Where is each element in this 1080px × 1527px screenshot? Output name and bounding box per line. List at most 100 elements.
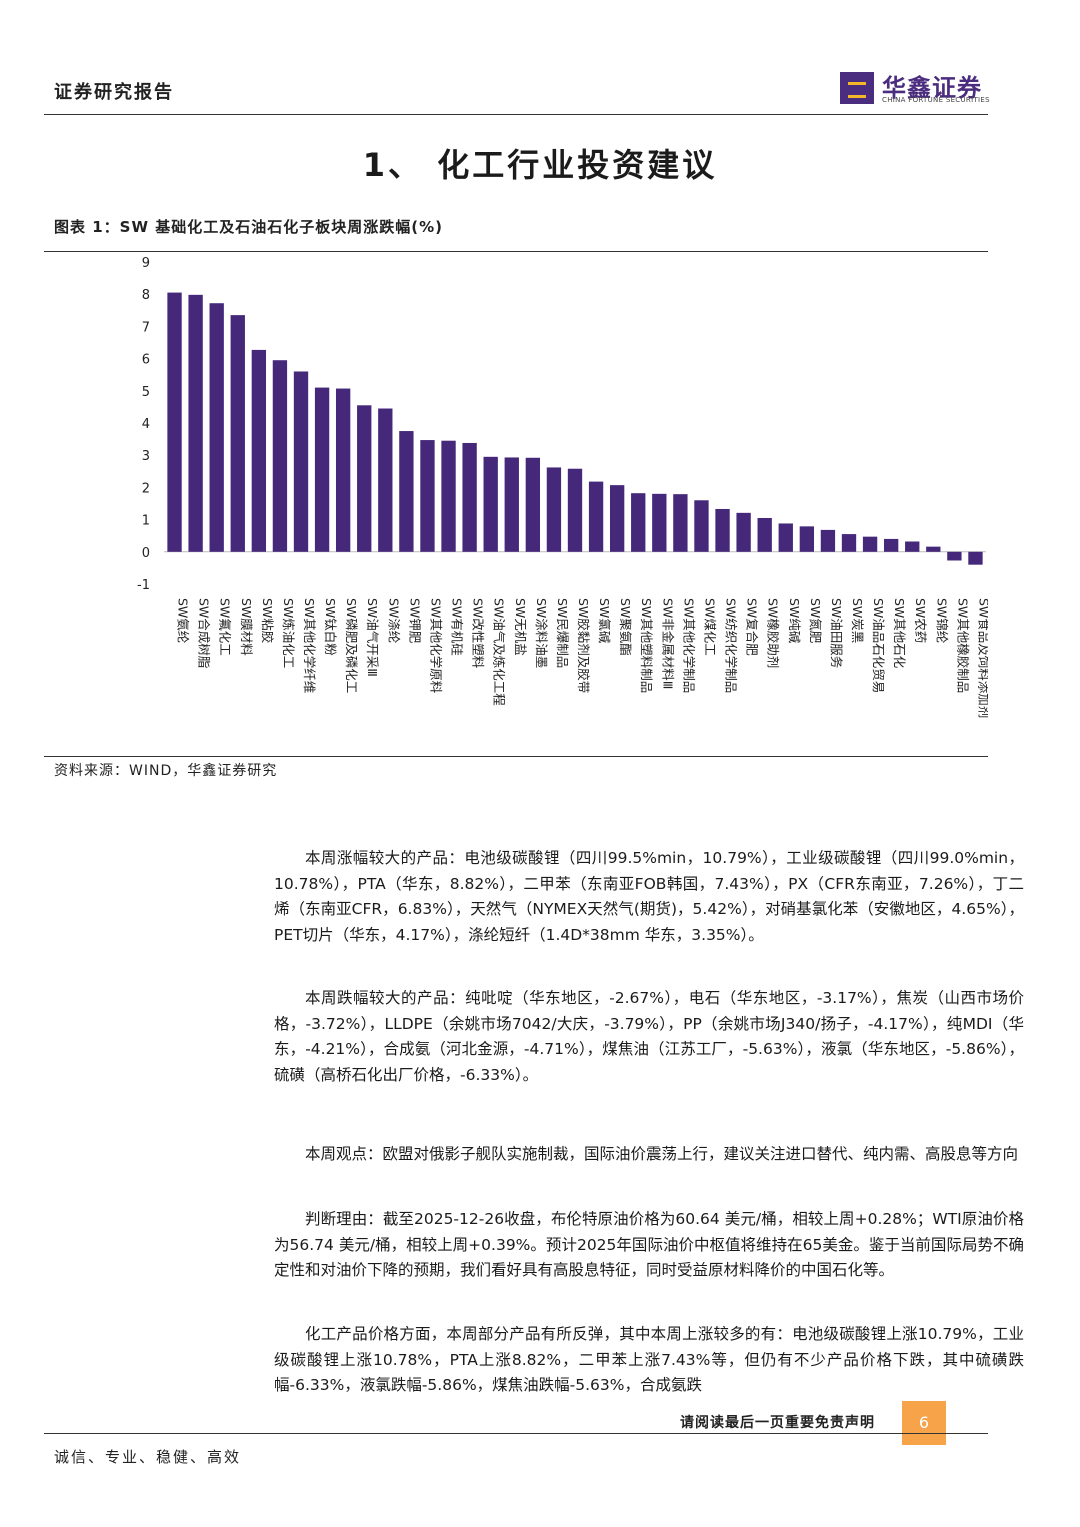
paragraph-prices: 化工产品价格方面，本周部分产品有所反弹，其中本周上涨较多的有：电池级碳酸锂上涨1… xyxy=(274,1325,1024,1394)
y-tick-label: 7 xyxy=(142,320,150,335)
x-category-label: SW其他橡胶制品 xyxy=(955,598,970,693)
footer-divider xyxy=(44,1433,988,1434)
bar-chart: -1 0 1 2 3 4 5 6 7 8 9 SW氨纶 SW合成树脂 SW氟化工 SW膜材料 SW粘胶 SW炼… xyxy=(137,256,988,718)
x-category-label: SW橡胶助剂 xyxy=(766,598,781,668)
y-tick-label: 3 xyxy=(142,449,150,464)
x-category-label: SW磷肥及磷化工 xyxy=(344,598,359,693)
x-category-label: SW聚氨酯 xyxy=(618,598,633,656)
header-section-label: 证券研究报告 xyxy=(54,82,174,103)
paragraph-losers: 本周跌幅较大的产品：纯吡啶（华东地区，-2.67%），电石（华东地区，-3.17… xyxy=(274,989,1024,1084)
x-category-label: SW其他塑料制品 xyxy=(639,598,654,693)
bar xyxy=(167,292,182,552)
y-tick-label: 6 xyxy=(142,353,150,368)
y-tick-label: 9 xyxy=(142,256,150,271)
bar xyxy=(609,485,625,552)
bar xyxy=(820,529,836,552)
y-tick-label: -1 xyxy=(137,578,150,593)
bar xyxy=(420,440,435,552)
x-category-label: SW油品石化贸易 xyxy=(871,598,886,693)
logo-name-en: CHINA FORTUNE SECURITIES xyxy=(882,96,990,104)
bar xyxy=(567,468,583,552)
x-axis-labels: SW氨纶 SW合成树脂 SW氟化工 SW膜材料 SW粘胶 SW炼油化工 SW其他化学纤维 SW… xyxy=(176,598,988,718)
bar xyxy=(441,440,456,552)
x-category-label: SW粘胶 xyxy=(260,598,275,643)
bar xyxy=(251,349,267,552)
x-category-label: SW涤纶 xyxy=(386,598,401,643)
x-category-label: SW氨纶 xyxy=(176,598,191,643)
bar xyxy=(272,360,288,552)
x-category-label: SW钾肥 xyxy=(407,598,422,644)
x-category-label: SW涂料油墨 xyxy=(534,598,549,668)
bar xyxy=(778,523,793,552)
y-tick-label: 2 xyxy=(142,481,150,496)
y-tick-label: 0 xyxy=(142,546,150,561)
x-category-label: SW锦纶 xyxy=(934,598,949,643)
x-category-label: SW合成树脂 xyxy=(197,598,212,668)
paragraph-view: 本周观点：欧盟对俄影子舰队实施制裁，国际油价震荡上行，建议关注进口替代、纯内需、… xyxy=(305,1145,1019,1163)
bar xyxy=(631,493,646,552)
y-tick-label: 5 xyxy=(142,385,150,400)
bar xyxy=(715,508,730,552)
x-category-label: SW膜材料 xyxy=(239,598,254,656)
paragraph-gainers: 本周涨幅较大的产品：电池级碳酸锂（四川99.5%min，10.79%），工业级碳… xyxy=(274,849,1024,944)
bar xyxy=(209,303,224,552)
bar xyxy=(883,538,899,552)
x-category-label: SW其他化学原料 xyxy=(428,598,443,694)
bar xyxy=(293,371,309,552)
x-category-label: SW其他石化 xyxy=(892,598,907,669)
company-logo: 华鑫证券 CHINA FORTUNE SECURITIES xyxy=(840,70,990,106)
chart-caption: 图表 1：SW 基础化工及石油石化子板块周涨跌幅(%) xyxy=(54,218,443,236)
x-category-label: SW胶黏剂及胶带 xyxy=(576,598,591,693)
y-tick-label: 8 xyxy=(142,288,150,303)
logo-name-cn: 华鑫证券 xyxy=(882,74,982,102)
logo-mark-icon xyxy=(840,72,874,104)
chart-bars xyxy=(167,292,983,565)
x-category-label: SW食品及饲料添加剂 xyxy=(976,598,988,718)
chart-source: 资料来源：WIND，华鑫证券研究 xyxy=(54,763,278,779)
bar xyxy=(799,526,815,552)
x-category-label: SW氮肥 xyxy=(808,598,823,644)
bar xyxy=(652,493,667,552)
bar xyxy=(757,517,772,552)
x-category-label: SW其他化学制品 xyxy=(681,598,696,693)
y-tick-label: 1 xyxy=(142,514,150,529)
y-tick-label: 4 xyxy=(142,417,150,432)
bar xyxy=(462,442,477,552)
x-category-label: SW农药 xyxy=(913,598,928,643)
bar xyxy=(673,494,688,552)
bar xyxy=(694,500,709,552)
bar xyxy=(968,551,983,565)
disclaimer-note: 请阅读最后一页重要免责声明 xyxy=(680,1415,875,1431)
bar xyxy=(357,405,372,552)
bar xyxy=(230,315,245,552)
x-category-label: SW民爆制品 xyxy=(555,598,570,668)
paragraph-rationale: 判断理由：截至2025-12-26收盘，布伦特原油价格为60.64 美元/桶，相… xyxy=(274,1210,1024,1279)
bar xyxy=(525,457,541,552)
x-category-label: SW氯碱 xyxy=(597,598,612,644)
x-category-label: SW复合肥 xyxy=(745,598,760,656)
x-category-label: SW有机硅 xyxy=(450,598,465,656)
x-category-label: SW其他化学纤维 xyxy=(302,598,317,693)
bar xyxy=(862,536,878,552)
x-category-label: SW纺织化学制品 xyxy=(724,598,739,693)
x-category-label: SW油田服务 xyxy=(829,598,844,668)
bar xyxy=(314,387,330,552)
bar xyxy=(546,467,562,552)
bar xyxy=(926,546,941,552)
x-category-label: SW炼油化工 xyxy=(281,598,296,668)
chart-bottom-divider xyxy=(44,756,988,757)
bar xyxy=(188,294,203,552)
bar xyxy=(905,541,920,552)
bar xyxy=(483,456,498,552)
x-category-label: SW无机盐 xyxy=(513,598,528,656)
chart-top-divider xyxy=(44,251,988,252)
page-number: 6 xyxy=(902,1401,946,1445)
x-category-label: SW炭黑 xyxy=(850,598,865,643)
x-category-label: SW油气及炼化工程 xyxy=(492,598,507,706)
bar xyxy=(335,388,351,552)
bar xyxy=(841,534,857,552)
x-category-label: SW改性塑料 xyxy=(471,598,486,669)
page-title: 1、 化工行业投资建议 xyxy=(362,146,718,184)
bar xyxy=(736,512,751,552)
bar xyxy=(378,408,393,552)
